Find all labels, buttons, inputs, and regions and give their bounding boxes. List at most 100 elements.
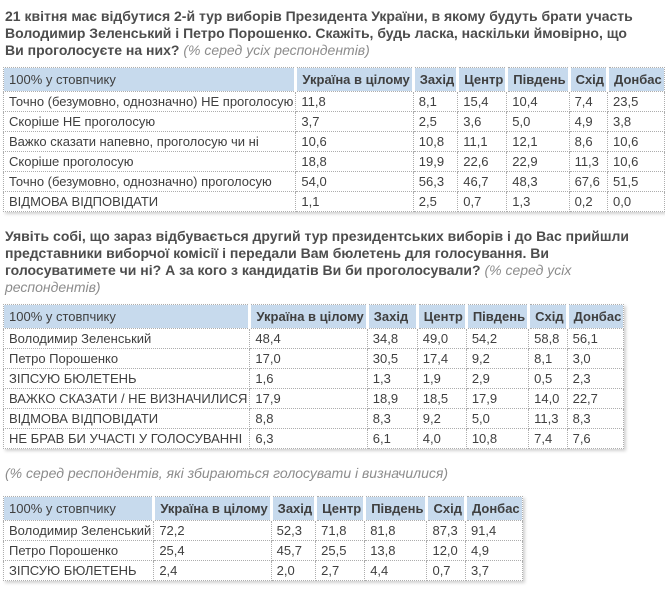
value-cell: 6,3 bbox=[249, 428, 368, 449]
value-cell: 10,8 bbox=[465, 428, 530, 449]
table-header-row: 100% у стовпчику Україна в цілому Захід Цен… bbox=[2, 304, 625, 329]
value-cell: 46,7 bbox=[457, 171, 508, 192]
value-cell: 15,4 bbox=[457, 91, 508, 112]
value-cell: 25,5 bbox=[315, 540, 366, 561]
value-cell: 11,1 bbox=[457, 131, 508, 152]
table-header-row: 100% у стовпчику Україна в цілому Захід Цен… bbox=[2, 496, 523, 521]
value-cell: 2,0 bbox=[270, 560, 317, 581]
value-cell: 87,3 bbox=[426, 520, 466, 541]
value-cell: 5,0 bbox=[506, 111, 570, 132]
decided-voters-note: (% серед респондентів, які збираються го… bbox=[5, 465, 449, 481]
value-cell: 0,0 bbox=[607, 191, 665, 212]
table-row: Володимир Зеленський 72,2 52,3 71,8 81,8 87,3… bbox=[2, 520, 523, 541]
question-2: Уявіть собі, що зараз відбувається други… bbox=[5, 228, 640, 296]
value-cell: 1,3 bbox=[506, 191, 570, 212]
value-cell: 22,6 bbox=[457, 151, 508, 172]
table-row: Володимир Зеленський 48,4 34,8 49,0 54,2 58,8… bbox=[2, 328, 625, 349]
region-header: Захід bbox=[413, 67, 460, 92]
table-row: Скоріше проголосую 18,8 19,9 22,6 22,9 11,3 10… bbox=[2, 151, 665, 172]
value-cell: 4,0 bbox=[416, 428, 467, 449]
row-label: Володимир Зеленський bbox=[2, 520, 155, 541]
value-cell: 91,4 bbox=[464, 520, 523, 541]
value-cell: 56,3 bbox=[412, 171, 459, 192]
row-label-header: 100% у стовпчику bbox=[2, 67, 298, 92]
value-cell: 8,8 bbox=[249, 408, 368, 429]
decided-voters-vote-table: 100% у стовпчику Україна в цілому Захід Цен… bbox=[2, 496, 523, 581]
value-cell: 0,5 bbox=[528, 368, 568, 389]
value-cell: 49,0 bbox=[416, 328, 467, 349]
value-cell: 8,1 bbox=[528, 348, 568, 369]
value-cell: 19,9 bbox=[412, 151, 459, 172]
value-cell: 4,9 bbox=[464, 540, 523, 561]
value-cell: 1,6 bbox=[249, 368, 368, 389]
value-cell: 11,3 bbox=[568, 151, 609, 172]
value-cell: 1,3 bbox=[366, 368, 418, 389]
value-cell: 10,6 bbox=[295, 131, 414, 152]
table-row: Петро Порошенко 25,4 45,7 25,5 13,8 12,0 4,9 bbox=[2, 540, 523, 561]
row-label: НЕ БРАВ БИ УЧАСТІ У ГОЛОСУВАННІ bbox=[2, 428, 251, 449]
value-cell: 25,4 bbox=[153, 540, 272, 561]
row-label-header: 100% у стовпчику bbox=[2, 496, 156, 521]
value-cell: 48,3 bbox=[506, 171, 570, 192]
region-header: Південь bbox=[506, 67, 571, 92]
value-cell: 4,9 bbox=[568, 111, 609, 132]
value-cell: 2,4 bbox=[153, 560, 272, 581]
table-header-row: 100% у стовпчику Україна в цілому Захід Цен… bbox=[2, 67, 665, 92]
value-cell: 0,7 bbox=[426, 560, 466, 581]
value-cell: 7,4 bbox=[528, 428, 568, 449]
question-1-text: 21 квітня має відбутися 2-й тур виборів … bbox=[5, 8, 633, 58]
region-header: Центр bbox=[417, 304, 468, 329]
value-cell: 17,0 bbox=[249, 348, 368, 369]
row-label: Петро Порошенко bbox=[2, 540, 155, 561]
value-cell: 10,4 bbox=[506, 91, 570, 112]
value-cell: 9,2 bbox=[465, 348, 530, 369]
value-cell: 6,1 bbox=[366, 428, 418, 449]
full-sample-vote-table: 100% у стовпчику Україна в цілому Захід Цен… bbox=[2, 304, 625, 449]
region-header: Схід bbox=[569, 67, 610, 92]
value-cell: 54,2 bbox=[465, 328, 530, 349]
question-2-text: Уявіть собі, що зараз відбувається други… bbox=[5, 228, 630, 278]
table-row: НЕ БРАВ БИ УЧАСТІ У ГОЛОСУВАННІ 6,3 6,1 4,0… bbox=[2, 428, 625, 449]
value-cell: 2,9 bbox=[465, 368, 530, 389]
question-1-note: (% серед усіх респондентів) bbox=[183, 42, 370, 58]
value-cell: 10,8 bbox=[412, 131, 459, 152]
region-header: Донбас bbox=[567, 304, 625, 329]
table-row: ЗІПСУЮ БЮЛЕТЕНЬ 2,4 2,0 2,7 4,4 0,7 3,7 bbox=[2, 560, 523, 581]
value-cell: 81,8 bbox=[364, 520, 428, 541]
value-cell: 71,8 bbox=[315, 520, 366, 541]
row-label: ВІДМОВА ВІДПОВІДАТИ bbox=[2, 191, 297, 212]
value-cell: 18,9 bbox=[366, 388, 418, 409]
value-cell: 52,3 bbox=[270, 520, 317, 541]
region-header: Центр bbox=[315, 496, 367, 521]
table-row: ВАЖКО СКАЗАТИ / НЕ ВИЗНАЧИЛИСЯ 17,9 18,9 18… bbox=[2, 388, 625, 409]
row-label: Петро Порошенко bbox=[2, 348, 251, 369]
value-cell: 10,6 bbox=[607, 151, 665, 172]
value-cell: 10,6 bbox=[607, 131, 665, 152]
value-cell: 3,0 bbox=[566, 348, 625, 369]
table-row: ВІДМОВА ВІДПОВІДАТИ 8,8 8,3 9,2 5,0 11,3 8,3 bbox=[2, 408, 625, 429]
table-row: Точно (безумовно, однозначно) НЕ проголо… bbox=[2, 91, 665, 112]
value-cell: 67,6 bbox=[568, 171, 609, 192]
value-cell: 56,1 bbox=[566, 328, 625, 349]
value-cell: 11,3 bbox=[528, 408, 568, 429]
row-label: Точно (безумовно, однозначно) НЕ проголо… bbox=[2, 91, 297, 112]
region-header: Схід bbox=[426, 496, 467, 521]
value-cell: 2,7 bbox=[315, 560, 366, 581]
value-cell: 8,3 bbox=[366, 408, 418, 429]
value-cell: 54,0 bbox=[295, 171, 414, 192]
value-cell: 12,0 bbox=[426, 540, 466, 561]
table-row: Важко сказати напевно, проголосую чи ні 1… bbox=[2, 131, 665, 152]
value-cell: 1,9 bbox=[416, 368, 467, 389]
value-cell: 5,0 bbox=[465, 408, 530, 429]
region-header: Донбас bbox=[465, 496, 523, 521]
value-cell: 3,7 bbox=[295, 111, 414, 132]
row-label: Володимир Зеленський bbox=[2, 328, 251, 349]
region-header: Захід bbox=[271, 496, 318, 521]
value-cell: 22,9 bbox=[506, 151, 570, 172]
value-cell: 58,8 bbox=[528, 328, 568, 349]
value-cell: 2,5 bbox=[412, 191, 459, 212]
value-cell: 0,2 bbox=[568, 191, 609, 212]
value-cell: 18,8 bbox=[295, 151, 414, 172]
value-cell: 8,6 bbox=[568, 131, 609, 152]
value-cell: 3,6 bbox=[457, 111, 508, 132]
